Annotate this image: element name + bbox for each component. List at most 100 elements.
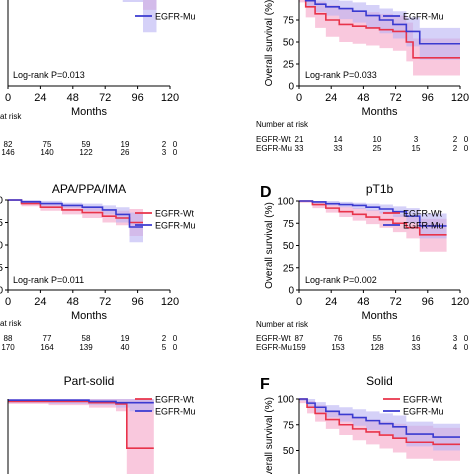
risk-table-value: 33 [412,343,421,352]
logrank-pvalue: Log-rank P=0.011 [13,275,84,285]
risk-table-value: 0 [464,343,469,352]
risk-table-value: 55 [373,334,382,343]
y-tick-label: 50 [283,241,295,252]
risk-table-value: 159 [292,343,306,352]
risk-table-value: 3 [162,148,167,157]
legend-label: EGFR-Wt [403,209,442,219]
risk-table-value: 146 [1,148,15,157]
x-tick-label: 72 [99,296,111,308]
y-axis-label: Overall survival (%) [264,202,275,289]
survival-line-egfr-wt [299,200,447,236]
x-tick-label: 96 [422,92,434,104]
y-tick-label: 100 [0,196,3,207]
ci-band-egfr-wt [299,201,447,252]
x-tick-label: 48 [357,92,369,104]
x-axis-label: Months [361,310,398,322]
legend-label: EGFR-Mu [155,12,196,22]
x-tick-label: 96 [422,296,434,308]
risk-table-value: 19 [121,334,130,343]
km-panel: Part-solid EGFR-Wt EGFR-Mu [7,374,196,474]
risk-table-value: 2 [162,140,167,149]
km-panel: 0 25 50 75 100 0 24 48 72 96 120 Months Overall surv… [256,182,469,352]
risk-table-group: EGFR-Wt [256,135,291,144]
legend-label: EGFR-Wt [403,395,442,405]
risk-table-value: 21 [295,135,304,144]
ci-band-egfr-wt [8,200,143,236]
legend-label: EGFR-Wt [155,395,194,405]
risk-table-value: 14 [334,135,343,144]
x-tick-label: 120 [451,296,469,308]
legend-label: EGFR-Mu [403,407,444,417]
risk-table-value: 0 [173,148,178,157]
survival-line-egfr-wt [8,199,143,224]
risk-table-value: 2 [162,334,167,343]
risk-table-value: 0 [173,343,178,352]
y-tick-label: 25 [283,60,295,71]
x-tick-label: 24 [34,296,46,308]
legend-label: EGFR-Mu [155,407,196,417]
risk-table-value: 33 [334,144,343,153]
risk-table-value: 164 [40,343,54,352]
y-tick-label: 50 [283,38,295,49]
plot-area [8,399,154,474]
x-tick-label: 0 [296,92,302,104]
x-tick-label: 96 [131,296,143,308]
survival-line-egfr-wt [299,398,460,446]
survival-line-egfr-mu [304,0,460,45]
legend-label: EGFR-Wt [155,209,194,219]
plot-area [299,398,460,461]
y-tick-label: 75 [283,219,295,230]
y-tick-label: 0 [288,286,294,297]
panel-title: APA/PPA/IMA [52,182,126,196]
risk-table-value: 15 [412,144,421,153]
x-tick-label: 24 [325,296,337,308]
risk-table-group: EGFR-Mu [256,144,292,153]
x-tick-label: 48 [67,296,79,308]
risk-table-title: Number at risk [256,120,309,129]
y-tick-label: 25 [0,263,3,274]
risk-table-title: Number at risk [256,320,309,329]
x-tick-label: 24 [325,92,337,104]
risk-table-value: 2 [453,144,458,153]
x-tick-label: 0 [5,296,11,308]
x-tick-label: 96 [131,92,143,104]
risk-table-value: 5 [162,343,167,352]
y-tick-label: 0 [0,286,3,297]
x-tick-label: 120 [451,92,469,104]
x-tick-label: 72 [389,296,401,308]
y-tick-label: 50 [0,241,3,252]
risk-table-value: 10 [373,135,382,144]
risk-table-value: 128 [370,343,384,352]
risk-table-value: 4 [453,343,458,352]
risk-table-value: 88 [4,334,13,343]
risk-table-value: 140 [40,148,54,157]
risk-table-group: EGFR-Wt [256,334,291,343]
risk-table-value: 0 [464,135,469,144]
ci-band-egfr-mu [299,201,447,239]
y-axis-label: Overall survival (%) [264,0,275,86]
logrank-pvalue: Log-rank P=0.033 [305,70,377,80]
risk-table-value: 153 [331,343,345,352]
survival-line-egfr-mu [8,199,143,228]
x-tick-label: 48 [357,296,369,308]
x-tick-label: 24 [34,92,46,104]
x-tick-label: 72 [99,92,111,104]
x-axis-label: Months [71,310,108,322]
y-tick-label: 75 [283,16,295,27]
survival-line-egfr-mu [299,200,447,227]
risk-table-title: at risk [0,112,22,121]
risk-table-value: 59 [82,140,91,149]
x-tick-label: 48 [67,92,79,104]
risk-table-title: at risk [0,319,22,328]
km-panel: 0 25 50 75 0 24 48 72 96 120 Months Overall surviva… [256,0,469,153]
risk-table-value: 16 [412,334,421,343]
y-tick-label: 50 [283,446,295,457]
y-tick-label: 25 [283,263,295,274]
legend-label: EGFR-Mu [403,221,444,231]
risk-table-value: 82 [4,140,13,149]
risk-table-value: 77 [43,334,52,343]
y-tick-label: 75 [283,420,295,431]
risk-table-value: 33 [295,144,304,153]
panel-title: Solid [366,374,393,388]
plot-area [8,199,143,243]
